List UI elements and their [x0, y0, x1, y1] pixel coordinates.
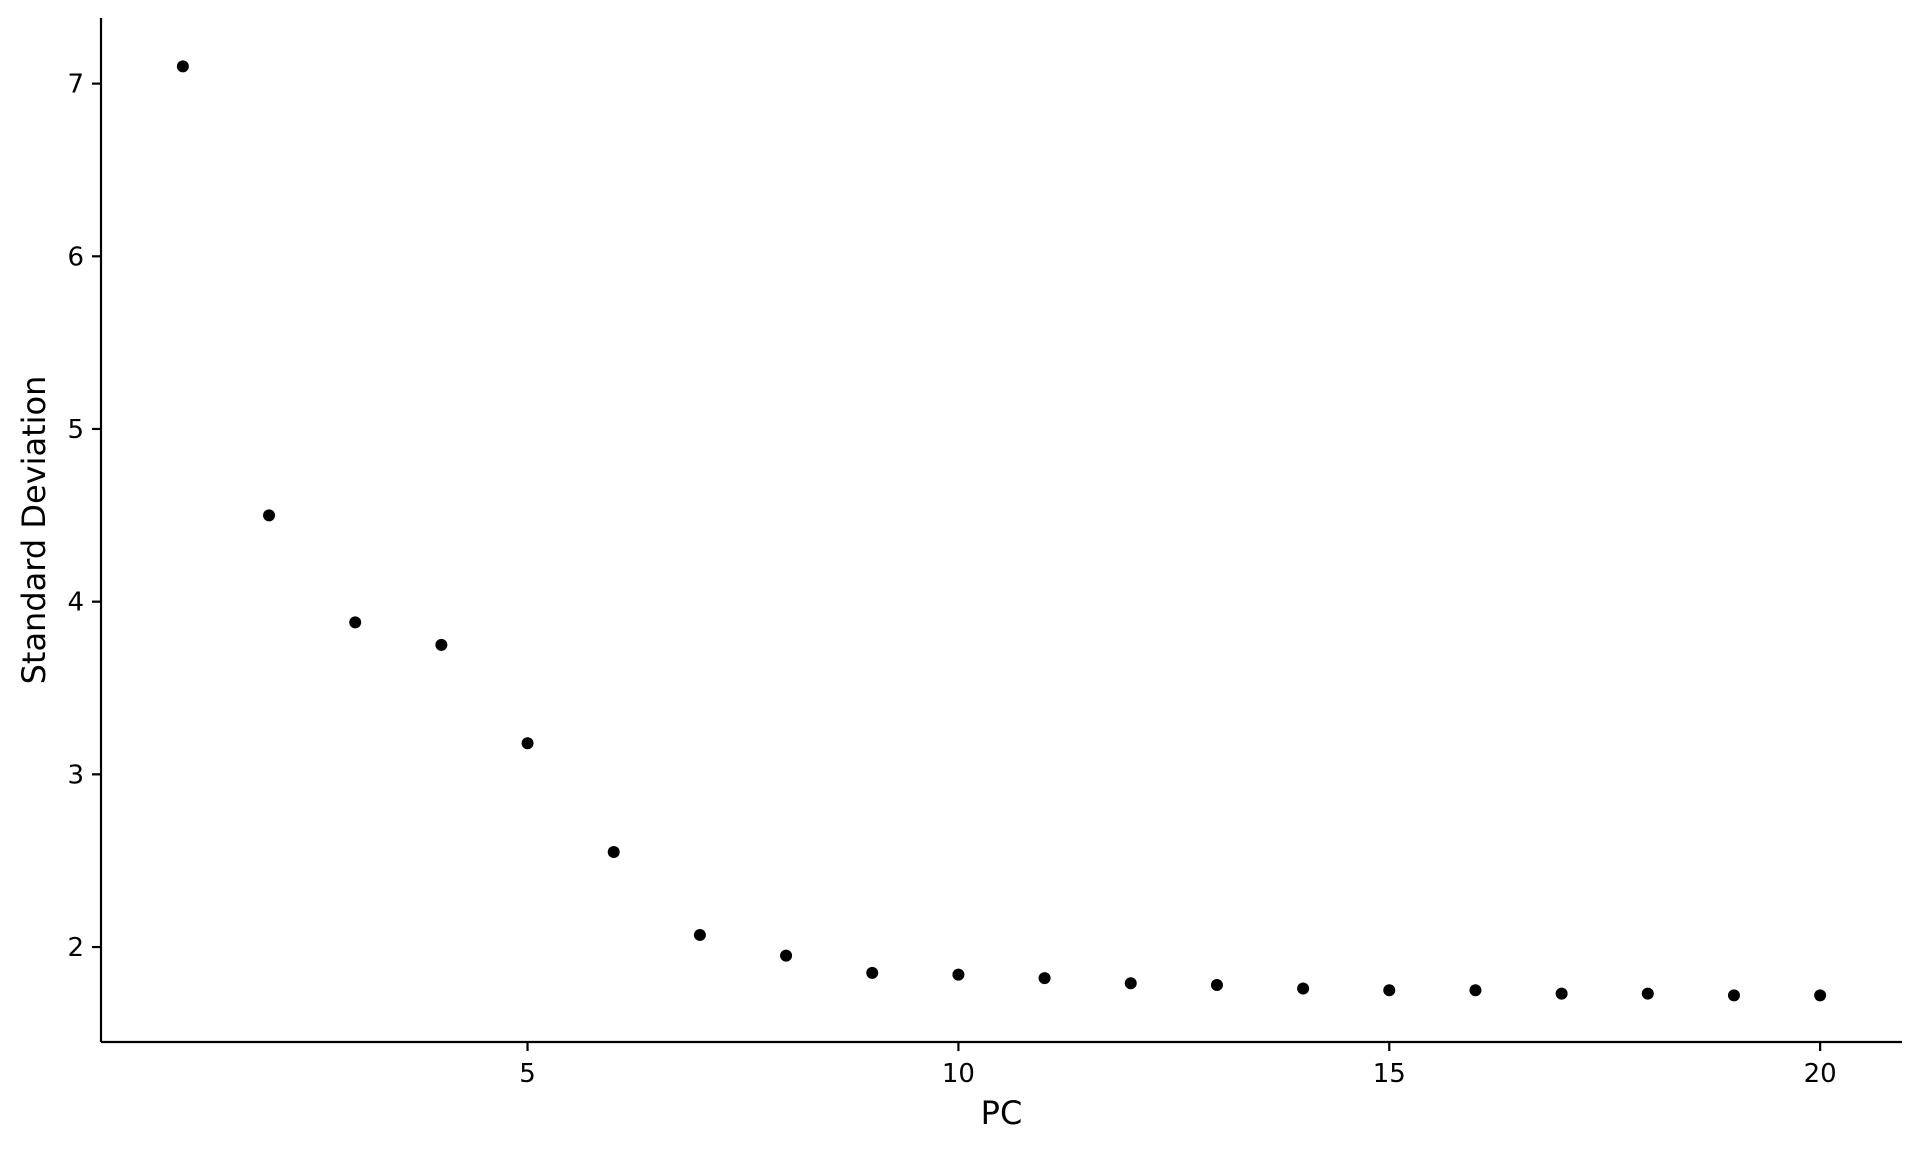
data-point [1297, 982, 1310, 995]
data-point [1641, 987, 1654, 1000]
y-tick-label: 7 [67, 70, 84, 100]
data-points [176, 60, 1827, 1002]
x-tick-label: 15 [1373, 1059, 1406, 1089]
data-point [1210, 979, 1223, 992]
y-tick-label: 6 [67, 242, 84, 272]
y-tick-label: 2 [67, 933, 84, 963]
data-point [607, 846, 620, 859]
y-axis-ticks: 2 3 4 5 6 7 [67, 70, 101, 963]
data-point [349, 616, 362, 629]
data-point [521, 737, 534, 750]
x-tick-label: 10 [942, 1059, 975, 1089]
data-point [1727, 989, 1740, 1002]
x-axis-title: PC [981, 1094, 1023, 1132]
x-tick-label: 20 [1804, 1059, 1837, 1089]
data-point [780, 949, 793, 962]
data-point [952, 968, 965, 981]
data-point [1555, 987, 1568, 1000]
data-point [1814, 989, 1827, 1002]
y-tick-label: 4 [67, 588, 84, 618]
data-point [176, 60, 189, 73]
y-tick-label: 3 [67, 760, 84, 790]
data-point [1124, 977, 1137, 990]
y-tick-label: 5 [67, 415, 84, 445]
data-point [1038, 972, 1051, 985]
data-point [1469, 984, 1482, 997]
data-point [435, 638, 448, 651]
x-tick-label: 5 [519, 1059, 536, 1089]
x-axis-ticks: 5 10 15 20 [519, 1042, 1837, 1089]
data-point [866, 966, 879, 979]
y-axis-title: Standard Deviation [15, 376, 53, 685]
data-point [693, 928, 706, 941]
data-point [263, 509, 276, 522]
data-point [1383, 984, 1396, 997]
